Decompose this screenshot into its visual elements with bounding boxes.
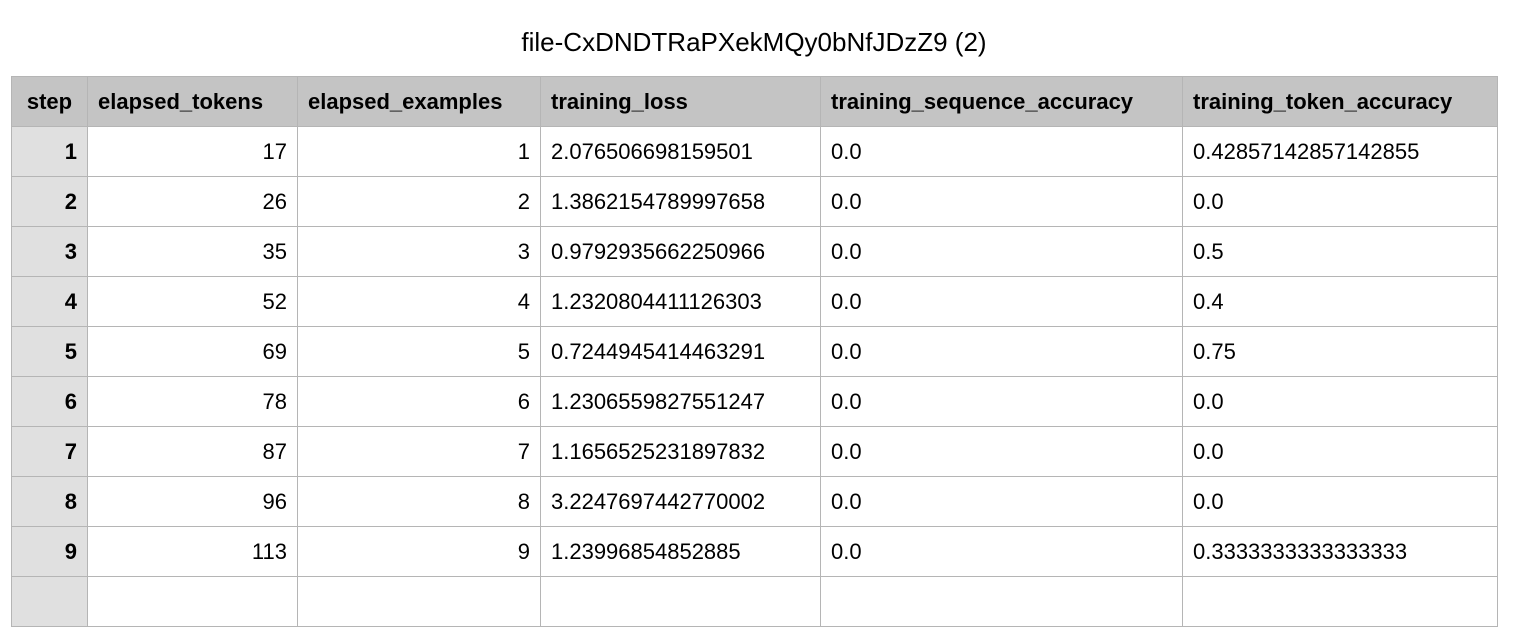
header-row: step elapsed_tokens elapsed_examples tra… bbox=[11, 76, 1498, 127]
training-loss-cell[interactable]: 1.2320804411126303 bbox=[540, 276, 821, 327]
training-loss-cell[interactable]: 1.3862154789997658 bbox=[540, 176, 821, 227]
step-cell[interactable]: 5 bbox=[11, 326, 88, 377]
training-loss-cell[interactable]: 0.9792935662250966 bbox=[540, 226, 821, 277]
elapsed-examples-cell[interactable]: 3 bbox=[297, 226, 541, 277]
training-loss-cell[interactable]: 2.076506698159501 bbox=[540, 126, 821, 177]
column-header-training-token-accuracy[interactable]: training_token_accuracy bbox=[1182, 76, 1498, 127]
training-sequence-accuracy-cell[interactable]: 0.0 bbox=[820, 426, 1183, 477]
step-cell[interactable] bbox=[11, 576, 88, 627]
step-cell[interactable]: 2 bbox=[11, 176, 88, 227]
table-row: 3 35 3 0.9792935662250966 0.0 0.5 bbox=[11, 226, 1498, 277]
elapsed-tokens-cell[interactable]: 113 bbox=[87, 526, 298, 577]
table-row: 8 96 8 3.2247697442770002 0.0 0.0 bbox=[11, 476, 1498, 527]
training-token-accuracy-cell[interactable]: 0.42857142857142855 bbox=[1182, 126, 1498, 177]
elapsed-examples-cell[interactable]: 1 bbox=[297, 126, 541, 177]
elapsed-tokens-cell[interactable]: 87 bbox=[87, 426, 298, 477]
elapsed-examples-cell[interactable] bbox=[297, 576, 541, 627]
training-sequence-accuracy-cell[interactable]: 0.0 bbox=[820, 176, 1183, 227]
step-cell[interactable]: 7 bbox=[11, 426, 88, 477]
table-row-partial bbox=[11, 576, 1498, 627]
column-header-training-loss[interactable]: training_loss bbox=[540, 76, 821, 127]
elapsed-tokens-cell[interactable]: 96 bbox=[87, 476, 298, 527]
column-header-elapsed-tokens[interactable]: elapsed_tokens bbox=[87, 76, 298, 127]
step-cell[interactable]: 3 bbox=[11, 226, 88, 277]
training-sequence-accuracy-cell[interactable] bbox=[820, 576, 1183, 627]
training-loss-cell[interactable]: 3.2247697442770002 bbox=[540, 476, 821, 527]
training-token-accuracy-cell[interactable]: 0.0 bbox=[1182, 476, 1498, 527]
elapsed-tokens-cell[interactable]: 17 bbox=[87, 126, 298, 177]
step-cell[interactable]: 6 bbox=[11, 376, 88, 427]
training-sequence-accuracy-cell[interactable]: 0.0 bbox=[820, 276, 1183, 327]
data-table: step elapsed_tokens elapsed_examples tra… bbox=[11, 76, 1498, 627]
training-loss-cell[interactable]: 1.1656525231897832 bbox=[540, 426, 821, 477]
training-token-accuracy-cell[interactable]: 0.0 bbox=[1182, 426, 1498, 477]
training-sequence-accuracy-cell[interactable]: 0.0 bbox=[820, 376, 1183, 427]
step-cell[interactable]: 1 bbox=[11, 126, 88, 177]
step-cell[interactable]: 4 bbox=[11, 276, 88, 327]
table-row: 7 87 7 1.1656525231897832 0.0 0.0 bbox=[11, 426, 1498, 477]
elapsed-tokens-cell[interactable] bbox=[87, 576, 298, 627]
elapsed-examples-cell[interactable]: 6 bbox=[297, 376, 541, 427]
step-cell[interactable]: 9 bbox=[11, 526, 88, 577]
table-row: 9 113 9 1.23996854852885 0.0 0.333333333… bbox=[11, 526, 1498, 577]
training-token-accuracy-cell[interactable]: 0.0 bbox=[1182, 176, 1498, 227]
training-token-accuracy-cell[interactable] bbox=[1182, 576, 1498, 627]
training-sequence-accuracy-cell[interactable]: 0.0 bbox=[820, 126, 1183, 177]
training-token-accuracy-cell[interactable]: 0.3333333333333333 bbox=[1182, 526, 1498, 577]
training-token-accuracy-cell[interactable]: 0.0 bbox=[1182, 376, 1498, 427]
elapsed-tokens-cell[interactable]: 52 bbox=[87, 276, 298, 327]
step-cell[interactable]: 8 bbox=[11, 476, 88, 527]
training-sequence-accuracy-cell[interactable]: 0.0 bbox=[820, 226, 1183, 277]
elapsed-examples-cell[interactable]: 5 bbox=[297, 326, 541, 377]
training-loss-cell[interactable]: 1.2306559827551247 bbox=[540, 376, 821, 427]
table-row: 4 52 4 1.2320804411126303 0.0 0.4 bbox=[11, 276, 1498, 327]
training-loss-cell[interactable] bbox=[540, 576, 821, 627]
column-header-elapsed-examples[interactable]: elapsed_examples bbox=[297, 76, 541, 127]
elapsed-tokens-cell[interactable]: 26 bbox=[87, 176, 298, 227]
sheet-title: file-CxDNDTRaPXekMQy0bNfJDzZ9 (2) bbox=[521, 27, 987, 57]
table-row: 6 78 6 1.2306559827551247 0.0 0.0 bbox=[11, 376, 1498, 427]
column-header-training-sequence-accuracy[interactable]: training_sequence_accuracy bbox=[820, 76, 1183, 127]
training-loss-cell[interactable]: 0.7244945414463291 bbox=[540, 326, 821, 377]
elapsed-examples-cell[interactable]: 8 bbox=[297, 476, 541, 527]
elapsed-tokens-cell[interactable]: 78 bbox=[87, 376, 298, 427]
training-token-accuracy-cell[interactable]: 0.5 bbox=[1182, 226, 1498, 277]
training-token-accuracy-cell[interactable]: 0.75 bbox=[1182, 326, 1498, 377]
elapsed-examples-cell[interactable]: 9 bbox=[297, 526, 541, 577]
column-header-step[interactable]: step bbox=[11, 76, 88, 127]
training-sequence-accuracy-cell[interactable]: 0.0 bbox=[820, 476, 1183, 527]
elapsed-examples-cell[interactable]: 4 bbox=[297, 276, 541, 327]
training-sequence-accuracy-cell[interactable]: 0.0 bbox=[820, 526, 1183, 577]
elapsed-tokens-cell[interactable]: 35 bbox=[87, 226, 298, 277]
training-token-accuracy-cell[interactable]: 0.4 bbox=[1182, 276, 1498, 327]
elapsed-examples-cell[interactable]: 2 bbox=[297, 176, 541, 227]
table-row: 5 69 5 0.7244945414463291 0.0 0.75 bbox=[11, 326, 1498, 377]
elapsed-tokens-cell[interactable]: 69 bbox=[87, 326, 298, 377]
table-row: 1 17 1 2.076506698159501 0.0 0.428571428… bbox=[11, 126, 1498, 177]
table-row: 2 26 2 1.3862154789997658 0.0 0.0 bbox=[11, 176, 1498, 227]
training-loss-cell[interactable]: 1.23996854852885 bbox=[540, 526, 821, 577]
elapsed-examples-cell[interactable]: 7 bbox=[297, 426, 541, 477]
training-sequence-accuracy-cell[interactable]: 0.0 bbox=[820, 326, 1183, 377]
